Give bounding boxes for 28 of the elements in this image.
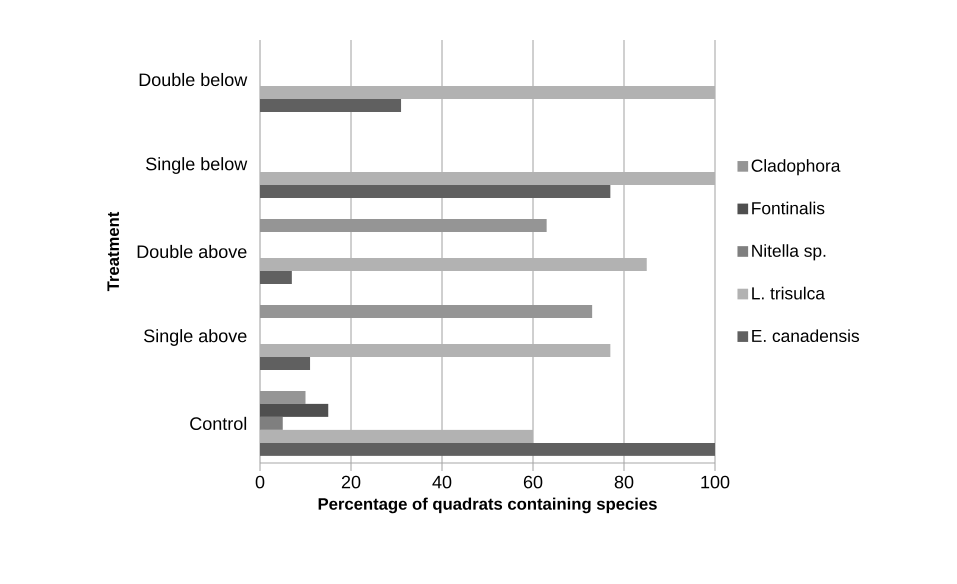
- legend-label: Nitella sp.: [752, 244, 826, 260]
- bar: [260, 304, 592, 318]
- bar: [260, 218, 547, 232]
- y-tick-label: Double below: [140, 72, 248, 86]
- bar: [260, 442, 715, 456]
- x-tick-label: 100: [701, 476, 730, 488]
- x-tick-label: 20: [342, 476, 360, 488]
- legend-label: Fontinalis: [752, 202, 824, 214]
- x-axis-title: Percentage of quadrats containing species: [318, 498, 657, 514]
- bar: [260, 185, 610, 198]
- bar: [260, 404, 328, 417]
- y-tick-label: Single above: [144, 329, 246, 346]
- legend-label: Cladophora: [752, 159, 840, 176]
- bar: [260, 390, 306, 404]
- y-tick-label: Control: [190, 416, 246, 430]
- y-axis-title: Treatment: [107, 212, 120, 292]
- x-tick-label: 40: [432, 476, 452, 488]
- bar: [260, 270, 292, 284]
- bar: [260, 416, 283, 430]
- legend-label: L. trisulca: [752, 286, 825, 300]
- x-tick-label: 80: [614, 476, 634, 488]
- x-tick-label: 0: [256, 476, 264, 488]
- y-tick-label: Double above: [138, 244, 246, 258]
- y-tick-label: Single below: [146, 157, 248, 174]
- bar: [260, 356, 310, 370]
- x-tick-label: 60: [524, 476, 542, 488]
- bar: [260, 99, 402, 112]
- legend-label: E. canadensis: [752, 329, 860, 342]
